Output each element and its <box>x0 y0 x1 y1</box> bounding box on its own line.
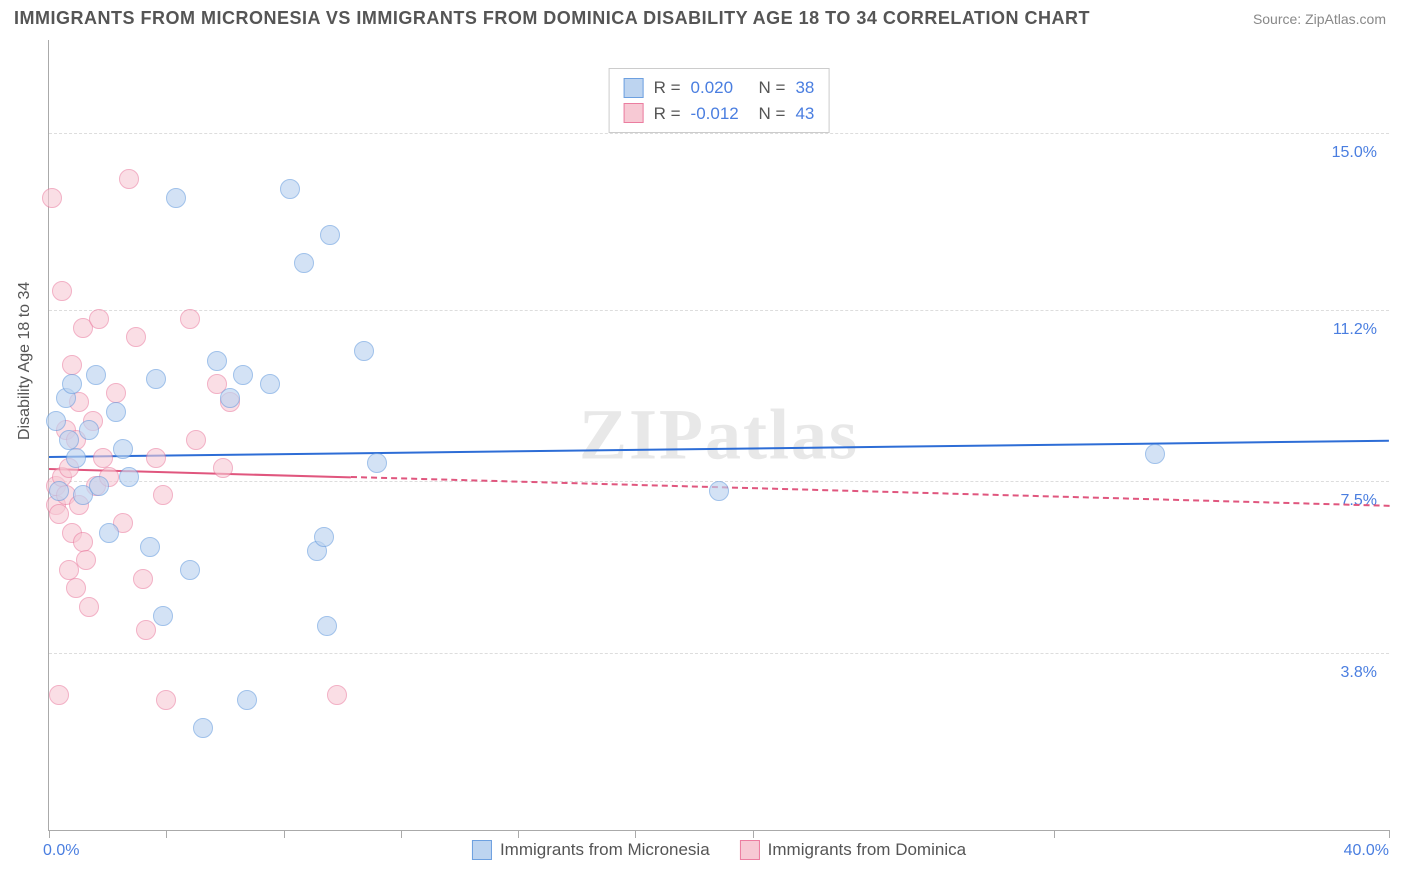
y-tick-label: 7.5% <box>1341 492 1377 510</box>
stats-row: R = 0.020 N = 38 <box>624 75 815 101</box>
data-point <box>106 383 126 403</box>
data-point <box>79 420 99 440</box>
stat-n-value: 43 <box>795 101 814 127</box>
data-point <box>89 309 109 329</box>
x-axis-end-label: 40.0% <box>1344 842 1389 860</box>
data-point <box>52 281 72 301</box>
data-point <box>93 448 113 468</box>
data-point <box>42 188 62 208</box>
data-point <box>62 355 82 375</box>
x-axis-start-label: 0.0% <box>43 842 79 860</box>
gridline <box>49 133 1389 134</box>
data-point <box>119 169 139 189</box>
data-point <box>76 550 96 570</box>
x-tick <box>284 830 285 838</box>
data-point <box>237 690 257 710</box>
data-point <box>62 374 82 394</box>
data-point <box>166 188 186 208</box>
data-point <box>113 439 133 459</box>
x-tick <box>1389 830 1390 838</box>
data-point <box>294 253 314 273</box>
data-point <box>59 430 79 450</box>
data-point <box>89 476 109 496</box>
source-label: Source: ZipAtlas.com <box>1253 11 1386 27</box>
x-tick <box>635 830 636 838</box>
data-point <box>180 309 200 329</box>
data-point <box>136 620 156 640</box>
data-point <box>193 718 213 738</box>
data-point <box>153 606 173 626</box>
legend-label: Immigrants from Dominica <box>768 840 966 860</box>
data-point <box>367 453 387 473</box>
legend-item: Immigrants from Micronesia <box>472 840 710 860</box>
data-point <box>213 458 233 478</box>
data-point <box>73 532 93 552</box>
stat-n-label: N = <box>759 101 786 127</box>
data-point <box>146 369 166 389</box>
x-tick <box>753 830 754 838</box>
x-tick <box>1054 830 1055 838</box>
legend-swatch <box>740 840 760 860</box>
x-tick <box>401 830 402 838</box>
data-point <box>280 179 300 199</box>
data-point <box>86 365 106 385</box>
data-point <box>314 527 334 547</box>
stat-n-label: N = <box>759 75 786 101</box>
y-tick-label: 3.8% <box>1341 664 1377 682</box>
data-point <box>317 616 337 636</box>
gridline <box>49 653 1389 654</box>
data-point <box>186 430 206 450</box>
data-point <box>354 341 374 361</box>
stat-r-label: R = <box>654 75 681 101</box>
data-point <box>126 327 146 347</box>
stat-r-value: 0.020 <box>691 75 749 101</box>
data-point <box>146 448 166 468</box>
watermark: ZIPatlas <box>579 394 859 477</box>
gridline <box>49 310 1389 311</box>
data-point <box>140 537 160 557</box>
data-point <box>66 448 86 468</box>
x-tick <box>166 830 167 838</box>
legend-swatch <box>472 840 492 860</box>
data-point <box>99 523 119 543</box>
data-point <box>49 685 69 705</box>
data-point <box>49 504 69 524</box>
data-point <box>327 685 347 705</box>
data-point <box>260 374 280 394</box>
data-point <box>49 481 69 501</box>
stat-n-value: 38 <box>795 75 814 101</box>
legend-swatch <box>624 78 644 98</box>
data-point <box>1145 444 1165 464</box>
bottom-legend: Immigrants from Micronesia Immigrants fro… <box>472 840 966 860</box>
data-point <box>133 569 153 589</box>
stats-legend: R = 0.020 N = 38 R = -0.012 N = 43 <box>609 68 830 133</box>
data-point <box>79 597 99 617</box>
data-point <box>220 388 240 408</box>
x-tick <box>518 830 519 838</box>
scatter-chart: ZIPatlas 3.8%7.5%11.2%15.0%0.0%40.0%R =0… <box>48 40 1389 831</box>
trend-line-solid <box>49 440 1389 458</box>
stat-r-label: R = <box>654 101 681 127</box>
stat-r-value: -0.012 <box>691 101 749 127</box>
data-point <box>119 467 139 487</box>
y-axis-label: Disability Age 18 to 34 <box>16 282 34 440</box>
data-point <box>180 560 200 580</box>
data-point <box>233 365 253 385</box>
data-point <box>709 481 729 501</box>
data-point <box>153 485 173 505</box>
legend-item: Immigrants from Dominica <box>740 840 966 860</box>
data-point <box>156 690 176 710</box>
data-point <box>46 411 66 431</box>
legend-swatch <box>624 103 644 123</box>
chart-title: IMMIGRANTS FROM MICRONESIA VS IMMIGRANTS… <box>14 8 1090 29</box>
data-point <box>207 351 227 371</box>
data-point <box>106 402 126 422</box>
legend-label: Immigrants from Micronesia <box>500 840 710 860</box>
stats-row: R = -0.012 N = 43 <box>624 101 815 127</box>
y-tick-label: 11.2% <box>1333 321 1377 339</box>
data-point <box>320 225 340 245</box>
x-tick <box>49 830 50 838</box>
y-tick-label: 15.0% <box>1332 144 1377 162</box>
data-point <box>66 578 86 598</box>
